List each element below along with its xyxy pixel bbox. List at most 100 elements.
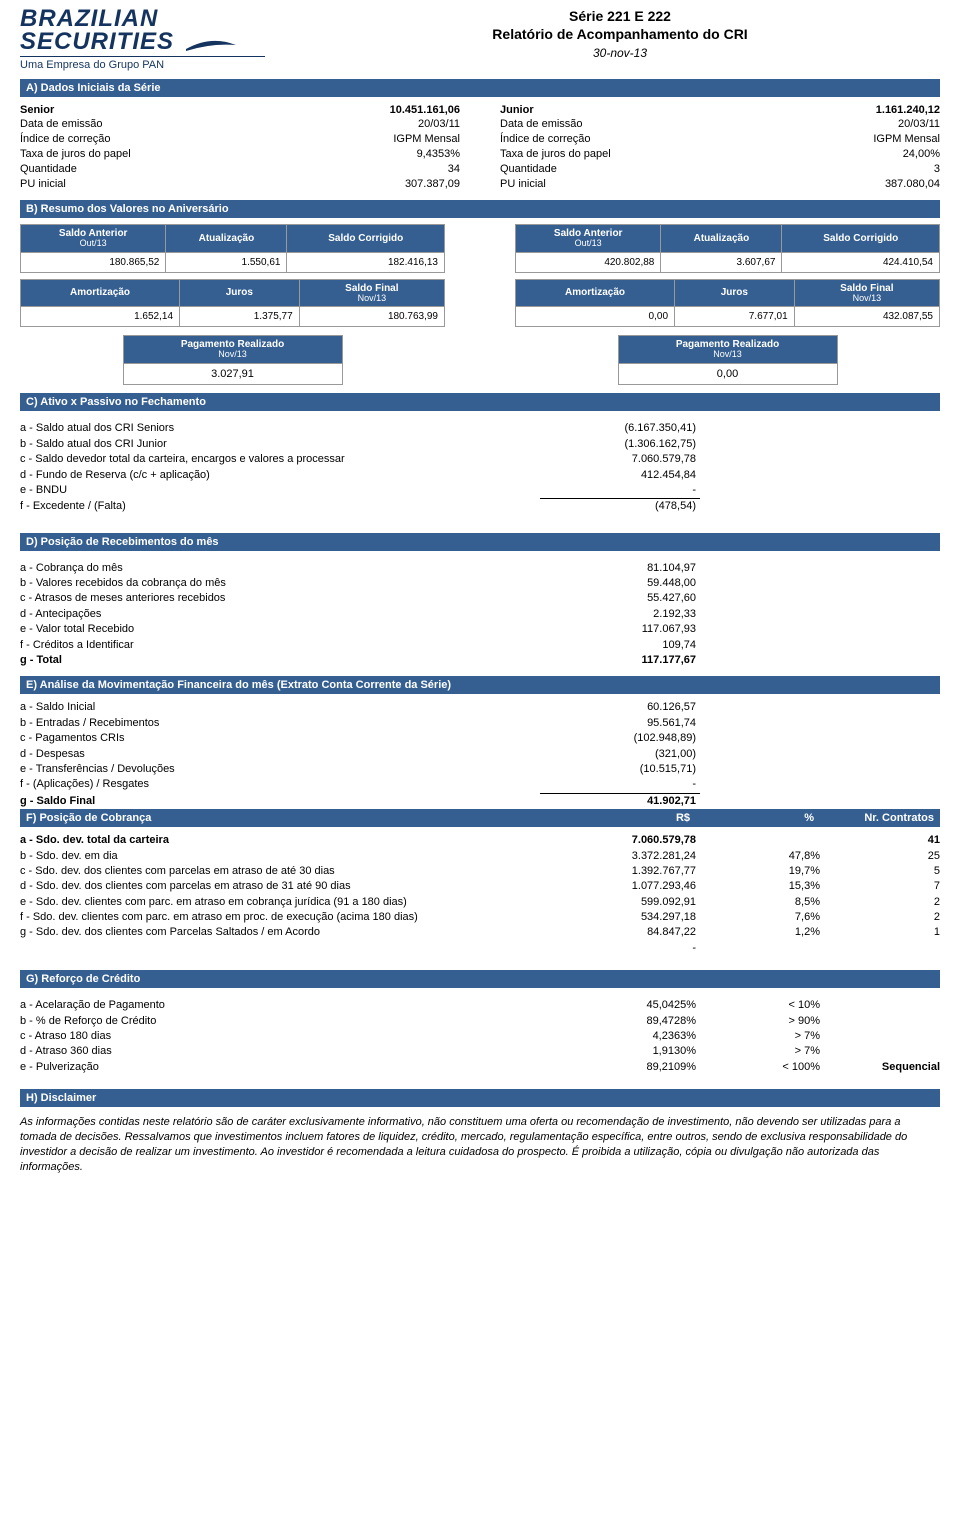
f-rs: 599.092,91 [540,895,700,910]
g-label: a - Acelaração de Pagamento [20,998,540,1013]
kv-row: Quantidade3 [500,162,940,177]
kv-label: PU inicial [500,177,810,192]
f-count: 2 [820,910,940,925]
report-title: Relatório de Acompanhamento do CRI [300,26,940,42]
kv-value: 387.080,04 [810,177,940,192]
row-label: g - Saldo Final [20,794,540,809]
section-d-body: a - Cobrança do mês81.104,97b - Valores … [20,561,940,669]
section-c-body: a - Saldo atual dos CRI Seniors(6.167.35… [20,421,940,514]
f-count: 1 [820,925,940,940]
list-row: a - Saldo atual dos CRI Seniors(6.167.35… [20,421,940,436]
f-label: a - Sdo. dev. total da carteira [20,833,540,848]
g-extra [820,1029,940,1044]
b-left-1: Saldo AnteriorOut/13 Atualização Saldo C… [20,224,445,273]
row-label: a - Saldo atual dos CRI Seniors [20,421,540,436]
kv-row: Índice de correçãoIGPM Mensal [20,132,460,147]
g-threshold: < 100% [700,1060,820,1075]
f-row: - [20,941,940,956]
row-label: b - Valores recebidos da cobrança do mês [20,576,540,591]
f-pct: 15,3% [700,879,820,894]
kv-label: Índice de correção [20,132,330,147]
kv-row: Data de emissão20/03/11 [20,117,460,132]
list-row: d - Fundo de Reserva (c/c + aplicação)41… [20,468,940,483]
logo-block: BRAZILIAN SECURITIES Uma Empresa do Grup… [20,8,300,71]
row-value: 95.561,74 [540,716,700,731]
f-pct [700,833,820,848]
kv-label: Data de emissão [20,117,330,132]
list-row: c - Atrasos de meses anteriores recebido… [20,591,940,606]
row-label: b - Entradas / Recebimentos [20,716,540,731]
list-row: e - BNDU- [20,483,940,499]
series-title: Série 221 E 222 [300,8,940,24]
report-header: BRAZILIAN SECURITIES Uma Empresa do Grup… [20,8,940,71]
section-d-header: D) Posição de Recebimentos do mês [20,533,940,551]
kv-row: Índice de correçãoIGPM Mensal [500,132,940,147]
g-value: 4,2363% [540,1029,700,1044]
f-pct: 7,6% [700,910,820,925]
f-pct: 19,7% [700,864,820,879]
section-a-body: Senior 10.451.161,06 Data de emissão20/0… [20,103,940,192]
g-label: e - Pulverização [20,1060,540,1075]
section-h-header: H) Disclaimer [20,1089,940,1107]
g-threshold: > 90% [700,1014,820,1029]
kv-label: Taxa de juros do papel [500,147,810,162]
f-rs: - [540,941,700,956]
row-value: 55.427,60 [540,591,700,606]
row-label: c - Saldo devedor total da carteira, enc… [20,452,540,467]
f-count: 41 [820,833,940,848]
g-value: 89,2109% [540,1060,700,1075]
row-label: e - Transferências / Devoluções [20,762,540,777]
senior-value: 10.451.161,06 [330,103,460,118]
row-label: a - Cobrança do mês [20,561,540,576]
f-pct [700,941,820,956]
row-value: - [540,483,700,499]
section-a-header: A) Dados Iniciais da Série [20,79,940,97]
f-label [20,941,540,956]
list-row: d - Antecipações2.192,33 [20,607,940,622]
f-row: b - Sdo. dev. em dia3.372.281,2447,8%25 [20,849,940,864]
row-label: d - Antecipações [20,607,540,622]
kv-value: 34 [330,162,460,177]
g-value: 89,4728% [540,1014,700,1029]
row-value: 81.104,97 [540,561,700,576]
payment-left: Pagamento RealizadoNov/13 3.027,91 [123,335,343,385]
g-threshold: > 7% [700,1029,820,1044]
logo-tagline: Uma Empresa do Grupo PAN [20,56,265,71]
f-row: d - Sdo. dev. dos clientes com parcelas … [20,879,940,894]
row-label: e - BNDU [20,483,540,499]
kv-label: Quantidade [20,162,330,177]
list-row: a - Cobrança do mês81.104,97 [20,561,940,576]
f-row: e - Sdo. dev. clientes com parc. em atra… [20,895,940,910]
kv-row: PU inicial387.080,04 [500,177,940,192]
row-value: 59.448,00 [540,576,700,591]
g-value: 1,9130% [540,1044,700,1059]
list-row: c - Pagamentos CRIs(102.948,89) [20,731,940,746]
f-count: 5 [820,864,940,879]
junior-label: Junior [500,103,810,118]
b-tables-1: Saldo AnteriorOut/13 Atualização Saldo C… [20,224,940,273]
list-row: f - Excedente / (Falta)(478,54) [20,499,940,514]
row-value: (10.515,71) [540,762,700,777]
g-extra [820,1014,940,1029]
row-label: b - Saldo atual dos CRI Junior [20,437,540,452]
f-count: 7 [820,879,940,894]
list-row: c - Saldo devedor total da carteira, enc… [20,452,940,467]
section-e-header: E) Análise da Movimentação Financeira do… [20,676,940,694]
f-label: f - Sdo. dev. clientes com parc. em atra… [20,910,540,925]
g-row: e - Pulverização89,2109%< 100%Sequencial [20,1060,940,1075]
b-payment-row: Pagamento RealizadoNov/13 3.027,91 Pagam… [20,335,940,385]
g-row: c - Atraso 180 dias4,2363%> 7% [20,1029,940,1044]
list-row: b - Entradas / Recebimentos95.561,74 [20,716,940,731]
f-label: c - Sdo. dev. dos clientes com parcelas … [20,864,540,879]
section-b-header: B) Resumo dos Valores no Aniversário [20,200,940,218]
row-value: (321,00) [540,747,700,762]
section-f-body: a - Sdo. dev. total da carteira7.060.579… [20,833,940,956]
g-threshold: < 10% [700,998,820,1013]
f-rs: 1.077.293,46 [540,879,700,894]
f-label: e - Sdo. dev. clientes com parc. em atra… [20,895,540,910]
list-row: f - (Aplicações) / Resgates- [20,777,940,793]
g-row: b - % de Reforço de Crédito89,4728%> 90% [20,1014,940,1029]
section-e-body: a - Saldo Inicial60.126,57b - Entradas /… [20,700,940,809]
f-pct: 8,5% [700,895,820,910]
f-rs: 84.847,22 [540,925,700,940]
